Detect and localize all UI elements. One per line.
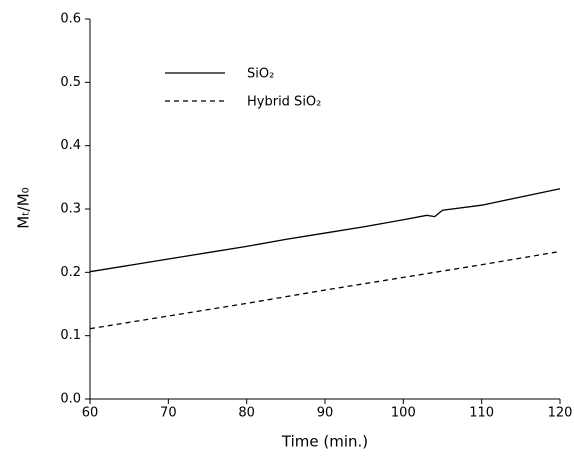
data-line: [89, 250, 561, 330]
y-axis-title: Mₜ/M₀: [15, 187, 33, 228]
y-tick-label: 0.6: [60, 12, 81, 27]
x-tick-label: 120: [548, 406, 573, 421]
x-tick-label: 60: [82, 406, 99, 421]
legend-label: Hybrid SiO₂: [247, 95, 321, 110]
y-tick-label: 0.4: [60, 138, 81, 153]
y-tick-label: 0.0: [60, 392, 81, 407]
x-tick-label: 80: [238, 406, 255, 421]
y-tick-label: 0.1: [60, 328, 81, 343]
x-tick-label: 90: [317, 406, 334, 421]
x-axis-title: Time (min.): [281, 433, 368, 451]
x-tick-label: 70: [160, 406, 177, 421]
y-tick-label: 0.2: [60, 265, 81, 280]
data-line: [89, 188, 561, 273]
x-tick-label: 100: [391, 406, 416, 421]
y-tick-label: 0.3: [60, 202, 81, 217]
y-tick-label: 0.5: [60, 75, 81, 90]
legend-label: SiO₂: [247, 67, 274, 82]
x-tick-label: 110: [469, 406, 494, 421]
